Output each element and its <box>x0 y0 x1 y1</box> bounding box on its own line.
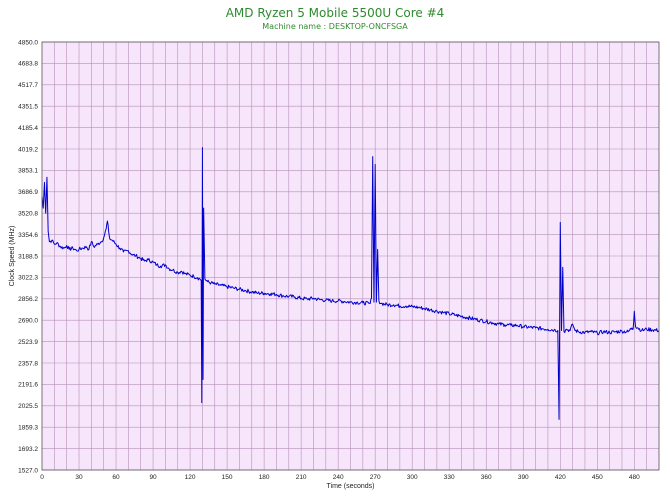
x-tick-label: 240 <box>333 474 344 481</box>
y-tick-label: 1693.2 <box>18 446 38 453</box>
x-tick-label: 180 <box>259 474 270 481</box>
y-tick-label: 4517.7 <box>18 82 38 89</box>
x-tick-label: 30 <box>75 474 83 481</box>
y-tick-label: 3853.1 <box>18 168 38 175</box>
x-tick-label: 0 <box>40 474 44 481</box>
y-tick-label: 2357.8 <box>18 360 38 367</box>
y-tick-label: 1859.3 <box>18 425 38 432</box>
y-tick-label: 4683.8 <box>18 61 38 68</box>
x-tick-label: 300 <box>407 474 418 481</box>
y-tick-label: 2856.2 <box>18 296 38 303</box>
y-tick-label: 4019.2 <box>18 146 38 153</box>
chart-subtitle: Machine name : DESKTOP-ONCFSGA <box>262 22 408 31</box>
x-tick-label: 90 <box>149 474 157 481</box>
x-tick-label: 270 <box>370 474 381 481</box>
y-axis-label: Clock Speed (MHz) <box>9 226 16 287</box>
x-tick-label: 330 <box>444 474 455 481</box>
x-tick-label: 120 <box>185 474 196 481</box>
x-tick-label: 450 <box>592 474 603 481</box>
x-tick-label: 420 <box>555 474 566 481</box>
x-tick-label: 60 <box>112 474 120 481</box>
y-tick-label: 3520.8 <box>18 211 38 218</box>
x-tick-label: 210 <box>296 474 307 481</box>
y-tick-label: 4351.5 <box>18 104 38 111</box>
series-line-clock-speed <box>41 147 660 420</box>
plot-frame <box>41 41 660 471</box>
x-axis-ticks: 0 30 60 90 120 150 180 210 240 270 300 330 360 390 420… <box>40 474 640 481</box>
y-tick-label: 2690.0 <box>18 318 38 325</box>
x-axis-label: Time (seconds) <box>327 483 375 490</box>
x-tick-label: 480 <box>629 474 640 481</box>
y-tick-label: 4850.0 <box>18 39 38 46</box>
y-axis-ticks: 1527.0 1693.2 1859.3 2025.5 2191.6 2357.8 2523… <box>18 39 38 474</box>
y-tick-label: 2523.9 <box>18 339 38 346</box>
y-tick-label: 2191.6 <box>18 382 38 389</box>
y-tick-label: 3022.3 <box>18 275 38 282</box>
y-tick-label: 3354.6 <box>18 232 38 239</box>
y-tick-label: 4185.4 <box>18 125 38 132</box>
y-tick-label: 3686.9 <box>18 189 38 196</box>
y-tick-label: 1527.0 <box>18 467 38 474</box>
x-tick-label: 390 <box>518 474 529 481</box>
chart-title: AMD Ryzen 5 Mobile 5500U Core #4 <box>225 6 445 20</box>
x-tick-label: 360 <box>481 474 492 481</box>
y-tick-label: 3188.5 <box>18 253 38 260</box>
x-tick-label: 150 <box>222 474 233 481</box>
y-tick-label: 2025.5 <box>18 403 38 410</box>
